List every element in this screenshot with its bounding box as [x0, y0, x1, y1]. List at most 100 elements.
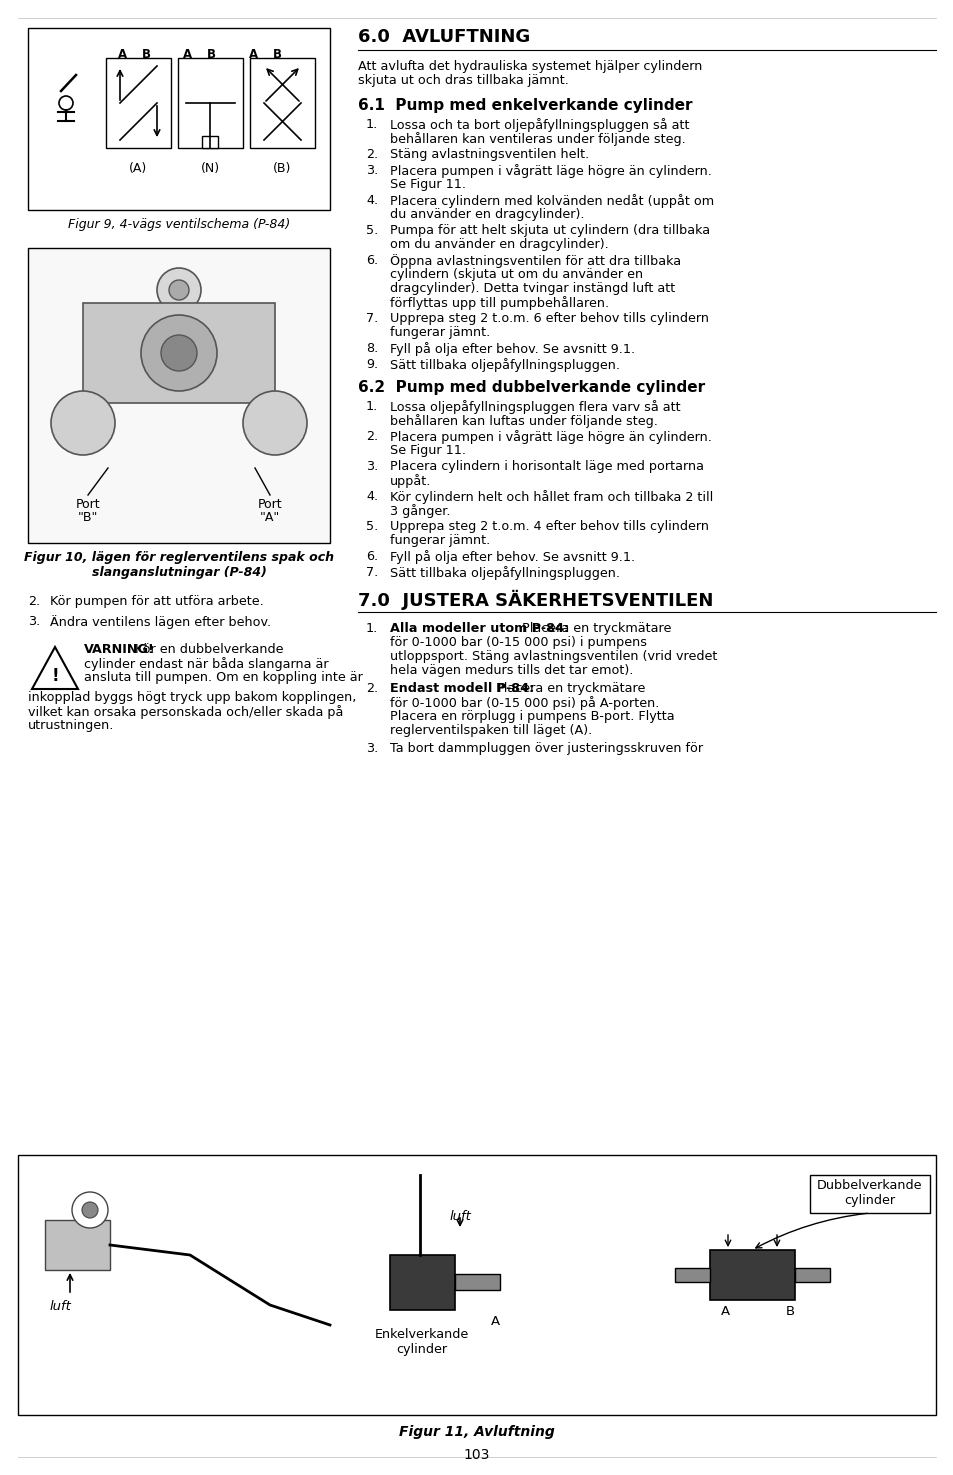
Bar — [28, 28, 330, 209]
Text: 6.: 6. — [366, 254, 377, 267]
Circle shape — [51, 391, 115, 454]
Text: Placera en rörplugg i pumpens B-port. Flytta: Placera en rörplugg i pumpens B-port. Fl… — [390, 709, 674, 723]
Text: 1.: 1. — [366, 118, 377, 131]
Bar — [794, 1268, 829, 1282]
Circle shape — [169, 280, 189, 299]
Bar — [45, 1220, 110, 1270]
Text: (B): (B) — [273, 162, 291, 176]
Text: vilket kan orsaka personskada och/eller skada på: vilket kan orsaka personskada och/eller … — [28, 705, 343, 718]
Bar — [390, 1255, 455, 1310]
Bar — [809, 1176, 929, 1212]
Text: Se Figur 11.: Se Figur 11. — [390, 444, 465, 457]
Text: Upprepa steg 2 t.o.m. 4 efter behov tills cylindern: Upprepa steg 2 t.o.m. 4 efter behov till… — [390, 521, 708, 532]
Bar — [178, 58, 243, 148]
Text: Kör en dubbelverkande: Kör en dubbelverkande — [131, 643, 283, 656]
Text: utrustningen.: utrustningen. — [28, 718, 114, 732]
Text: Enkelverkande
cylinder: Enkelverkande cylinder — [375, 1328, 469, 1356]
Text: "A": "A" — [259, 510, 280, 524]
Text: A: A — [249, 49, 258, 60]
Text: 2.: 2. — [366, 148, 377, 161]
Text: Lossa oljepåfyllningspluggen flera varv så att: Lossa oljepåfyllningspluggen flera varv … — [390, 400, 679, 414]
Text: Placera pumpen i vågrätt läge högre än cylindern.: Placera pumpen i vågrätt läge högre än c… — [390, 164, 711, 178]
Text: uppåt.: uppåt. — [390, 473, 431, 488]
Circle shape — [82, 1202, 98, 1218]
Text: Dubbelverkande
cylinder: Dubbelverkande cylinder — [817, 1179, 922, 1207]
Text: för 0-1000 bar (0-15 000 psi) på A-porten.: för 0-1000 bar (0-15 000 psi) på A-porte… — [390, 696, 659, 709]
Text: 4.: 4. — [366, 195, 377, 207]
Bar — [83, 302, 274, 403]
Text: 8.: 8. — [366, 342, 377, 355]
Text: Lossa och ta bort oljepåfyllningspluggen så att: Lossa och ta bort oljepåfyllningspluggen… — [390, 118, 689, 131]
Text: Fyll på olja efter behov. Se avsnitt 9.1.: Fyll på olja efter behov. Se avsnitt 9.1… — [390, 342, 635, 355]
Text: Alla modeller utom P-84:: Alla modeller utom P-84: — [390, 622, 569, 636]
Text: Port: Port — [257, 499, 282, 510]
Text: B: B — [206, 49, 215, 60]
Text: 6.1  Pump med enkelverkande cylinder: 6.1 Pump med enkelverkande cylinder — [357, 97, 692, 114]
Text: Figur 10, lägen för reglerventilens spak och: Figur 10, lägen för reglerventilens spak… — [24, 552, 334, 563]
Text: hela vägen medurs tills det tar emot).: hela vägen medurs tills det tar emot). — [390, 664, 633, 677]
Circle shape — [141, 316, 216, 391]
Text: Pumpa för att helt skjuta ut cylindern (dra tillbaka: Pumpa för att helt skjuta ut cylindern (… — [390, 224, 709, 237]
Text: cylinder endast när båda slangarna är: cylinder endast när båda slangarna är — [84, 656, 328, 671]
Text: 9.: 9. — [366, 358, 377, 372]
Circle shape — [161, 335, 196, 372]
Circle shape — [71, 1192, 108, 1229]
Text: Kör pumpen för att utföra arbete.: Kör pumpen för att utföra arbete. — [50, 594, 263, 608]
Text: Placera pumpen i vågrätt läge högre än cylindern.: Placera pumpen i vågrätt läge högre än c… — [390, 431, 711, 444]
Text: du använder en dragcylinder).: du använder en dragcylinder). — [390, 208, 584, 221]
Text: A: A — [490, 1316, 499, 1328]
Text: Upprepa steg 2 t.o.m. 6 efter behov tills cylindern: Upprepa steg 2 t.o.m. 6 efter behov till… — [390, 313, 708, 324]
Bar — [106, 58, 171, 148]
Text: luft: luft — [449, 1210, 471, 1223]
Text: fungerar jämnt.: fungerar jämnt. — [390, 534, 490, 547]
Text: fungerar jämnt.: fungerar jämnt. — [390, 326, 490, 339]
Text: 2.: 2. — [366, 431, 377, 442]
Text: Sätt tillbaka oljepåfyllningspluggen.: Sätt tillbaka oljepåfyllningspluggen. — [390, 566, 619, 580]
Bar — [455, 1274, 499, 1291]
Text: slanganslutningar (P-84): slanganslutningar (P-84) — [91, 566, 266, 580]
Text: behållaren kan ventileras under följande steg.: behållaren kan ventileras under följande… — [390, 131, 685, 146]
Text: 7.: 7. — [366, 566, 377, 580]
Bar — [675, 1268, 709, 1282]
Text: reglerventilspaken till läget (A).: reglerventilspaken till läget (A). — [390, 724, 592, 738]
Text: cylindern (skjuta ut om du använder en: cylindern (skjuta ut om du använder en — [390, 268, 642, 282]
Text: förflyttas upp till pumpbehållaren.: förflyttas upp till pumpbehållaren. — [390, 296, 608, 310]
Text: B: B — [784, 1305, 794, 1319]
Text: Placera en tryckmätare: Placera en tryckmätare — [517, 622, 671, 636]
Text: Port: Port — [75, 499, 100, 510]
Text: skjuta ut och dras tillbaka jämnt.: skjuta ut och dras tillbaka jämnt. — [357, 74, 568, 87]
Text: 6.: 6. — [366, 550, 377, 563]
Polygon shape — [32, 648, 78, 689]
Text: behållaren kan luftas under följande steg.: behållaren kan luftas under följande ste… — [390, 414, 658, 428]
Text: Att avlufta det hydrauliska systemet hjälper cylindern: Att avlufta det hydrauliska systemet hjä… — [357, 60, 701, 72]
Text: 3.: 3. — [366, 164, 377, 177]
Text: 103: 103 — [463, 1448, 490, 1462]
Text: VARNING!: VARNING! — [84, 643, 154, 656]
Text: A: A — [720, 1305, 729, 1319]
Text: (A): (A) — [129, 162, 147, 176]
Text: om du använder en dragcylinder).: om du använder en dragcylinder). — [390, 237, 608, 251]
Text: 2.: 2. — [366, 681, 377, 695]
Text: Ändra ventilens lägen efter behov.: Ändra ventilens lägen efter behov. — [50, 615, 271, 628]
Bar — [28, 248, 330, 543]
Bar — [18, 1155, 935, 1415]
Bar — [709, 1249, 794, 1299]
Bar — [202, 136, 218, 148]
Text: Placera en tryckmätare: Placera en tryckmätare — [491, 681, 644, 695]
Text: Fyll på olja efter behov. Se avsnitt 9.1.: Fyll på olja efter behov. Se avsnitt 9.1… — [390, 550, 635, 563]
Text: utloppsport. Stäng avlastningsventilen (vrid vredet: utloppsport. Stäng avlastningsventilen (… — [390, 650, 717, 662]
Text: 2.: 2. — [28, 594, 40, 608]
Text: Placera cylindern i horisontalt läge med portarna: Placera cylindern i horisontalt läge med… — [390, 460, 703, 473]
Text: Sätt tillbaka oljepåfyllningspluggen.: Sätt tillbaka oljepåfyllningspluggen. — [390, 358, 619, 372]
Text: 7.0  JUSTERA SÄKERHETSVENTILEN: 7.0 JUSTERA SÄKERHETSVENTILEN — [357, 590, 713, 611]
Text: "B": "B" — [78, 510, 98, 524]
Text: 6.2  Pump med dubbelverkande cylinder: 6.2 Pump med dubbelverkande cylinder — [357, 381, 704, 395]
Text: inkopplad byggs högt tryck upp bakom kopplingen,: inkopplad byggs högt tryck upp bakom kop… — [28, 690, 356, 704]
Text: 7.: 7. — [366, 313, 377, 324]
Text: Endast modell P-84:: Endast modell P-84: — [390, 681, 534, 695]
Circle shape — [59, 96, 73, 111]
Text: 3.: 3. — [366, 742, 377, 755]
Text: 1.: 1. — [366, 400, 377, 413]
Text: (N): (N) — [200, 162, 219, 176]
Text: Stäng avlastningsventilen helt.: Stäng avlastningsventilen helt. — [390, 148, 589, 161]
